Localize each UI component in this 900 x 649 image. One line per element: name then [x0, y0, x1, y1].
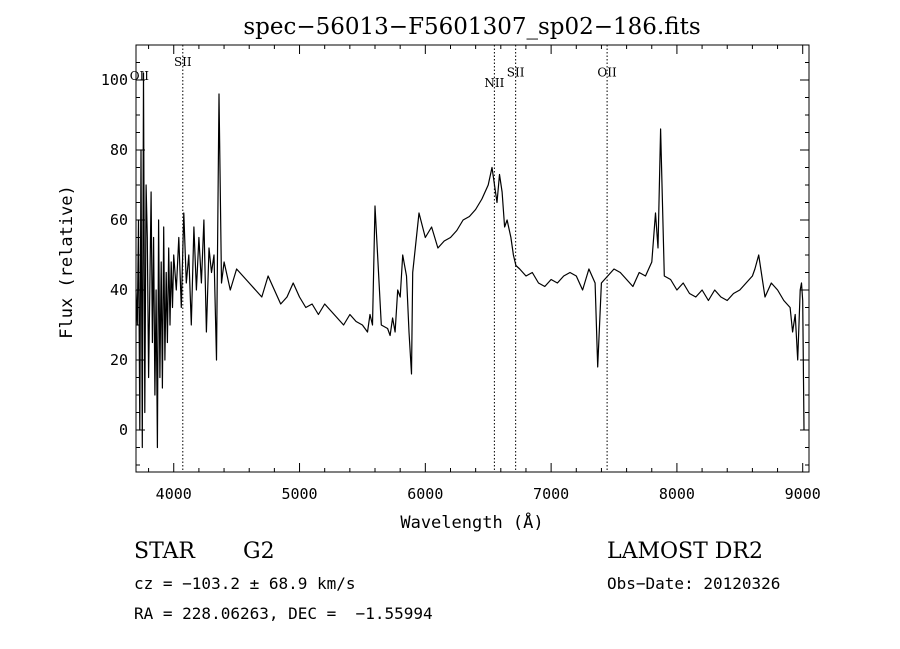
y-tick-label-0: 0	[119, 421, 128, 439]
x-tick-label-4: 8000	[659, 485, 695, 503]
x-axis-label: Wavelength (Å)	[400, 511, 543, 533]
line-label-1: SII	[174, 55, 192, 69]
y-tick-label-1: 20	[110, 351, 128, 369]
object-class: STAR	[134, 539, 195, 564]
survey-label: LAMOST DR2	[607, 539, 763, 564]
spectrum-series	[135, 72, 805, 449]
redshift-line: cz = −103.2 ± 68.9 km/s	[134, 574, 356, 593]
spectrum-line-0	[135, 72, 805, 449]
x-tick-label-0: 4000	[156, 485, 192, 503]
object-subclass: G2	[243, 539, 275, 564]
y-tick-label-2: 40	[110, 281, 128, 299]
line-label-0: OII	[130, 69, 150, 83]
axis-ticks: 4000 5000 6000 7000 8000 9000 0 20 40 60 80 100	[101, 44, 821, 503]
x-tick-label-3: 7000	[533, 485, 569, 503]
y-tick-label-3: 60	[110, 211, 128, 229]
x-tick-label-2: 6000	[407, 485, 443, 503]
y-tick-label-5: 100	[101, 71, 128, 89]
x-tick-label-1: 5000	[281, 485, 317, 503]
x-tick-label-5: 9000	[785, 485, 821, 503]
plot-frame	[135, 44, 810, 473]
y-axis-label: Flux (relative)	[57, 185, 77, 339]
line-label-2: NII	[484, 76, 504, 90]
obs-date: Obs−Date: 20120326	[607, 574, 781, 593]
line-label-4: OII	[597, 66, 617, 80]
chart-title: spec−56013−F5601307_sp02−186.fits	[243, 14, 700, 40]
coordinates: RA = 228.06263, DEC = −1.55994	[134, 604, 433, 623]
y-tick-label-4: 80	[110, 141, 128, 159]
line-label-3: SII	[507, 66, 525, 80]
